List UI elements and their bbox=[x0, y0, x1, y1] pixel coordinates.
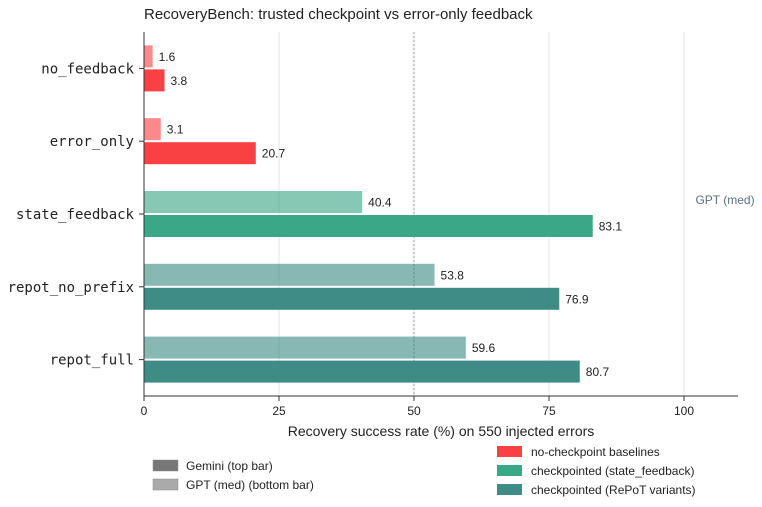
category-label: repot_no_prefix bbox=[8, 280, 134, 296]
bar-bottom bbox=[144, 215, 593, 237]
data-label: 80.7 bbox=[586, 365, 610, 379]
legend-swatch bbox=[152, 459, 179, 472]
category-label: error_only bbox=[50, 134, 134, 150]
x-tick-label: 0 bbox=[141, 404, 148, 418]
x-axis-label: Recovery success rate (%) on 550 injecte… bbox=[288, 423, 595, 439]
bar-top bbox=[144, 191, 363, 213]
legend-swatch bbox=[152, 478, 179, 491]
bar-bottom bbox=[144, 287, 560, 310]
bars-layer: 1.6 3.8 3.1 20.7 40.4 83.1 53.8 76.9 59.6 80.7 bbox=[144, 45, 623, 383]
bar-top bbox=[144, 118, 161, 141]
x-tick-label: 75 bbox=[542, 404, 556, 418]
legend-label: checkpointed (RePoT variants) bbox=[531, 483, 696, 497]
data-label: 1.6 bbox=[159, 50, 176, 64]
bar-bottom bbox=[144, 360, 580, 383]
legend-label: GPT (med) (bottom bar) bbox=[186, 478, 314, 492]
legend-swatch bbox=[497, 446, 522, 457]
legend-swatch bbox=[497, 484, 522, 495]
data-label: 3.8 bbox=[171, 74, 188, 88]
x-tick-label: 25 bbox=[272, 404, 286, 418]
bar-top bbox=[144, 336, 466, 359]
grid-layer bbox=[278, 32, 685, 396]
bar-bottom bbox=[144, 142, 256, 165]
data-label: 3.1 bbox=[167, 123, 184, 137]
legend-swatch bbox=[497, 465, 522, 476]
category-label: repot_full bbox=[50, 353, 134, 369]
data-label: 59.6 bbox=[472, 341, 496, 355]
x-tick-label: 100 bbox=[674, 404, 694, 418]
category-label: no_feedback bbox=[41, 61, 134, 77]
annotation-text: GPT (med) bbox=[695, 193, 754, 207]
data-label: 76.9 bbox=[565, 292, 589, 306]
axes-layer: 0 25 50 75 100 no_feedback error_only state_fee… bbox=[8, 32, 738, 418]
chart-title: RecoveryBench: trusted checkpoint vs err… bbox=[144, 6, 533, 23]
legend-label: checkpointed (state_feedback) bbox=[531, 464, 694, 478]
bar-top bbox=[144, 45, 153, 68]
data-label: 20.7 bbox=[262, 147, 286, 161]
data-label: 53.8 bbox=[441, 268, 465, 282]
data-label: 83.1 bbox=[599, 220, 623, 234]
data-label: 40.4 bbox=[368, 196, 392, 210]
legend: Gemini (top bar) GPT (med) (bottom bar) no… bbox=[152, 445, 696, 497]
x-tick-label: 50 bbox=[407, 404, 421, 418]
legend-label: Gemini (top bar) bbox=[186, 459, 273, 473]
category-label: state_feedback bbox=[16, 207, 135, 223]
bar-bottom bbox=[144, 69, 165, 92]
bar-top bbox=[144, 263, 435, 286]
legend-label: no-checkpoint baselines bbox=[531, 445, 660, 459]
